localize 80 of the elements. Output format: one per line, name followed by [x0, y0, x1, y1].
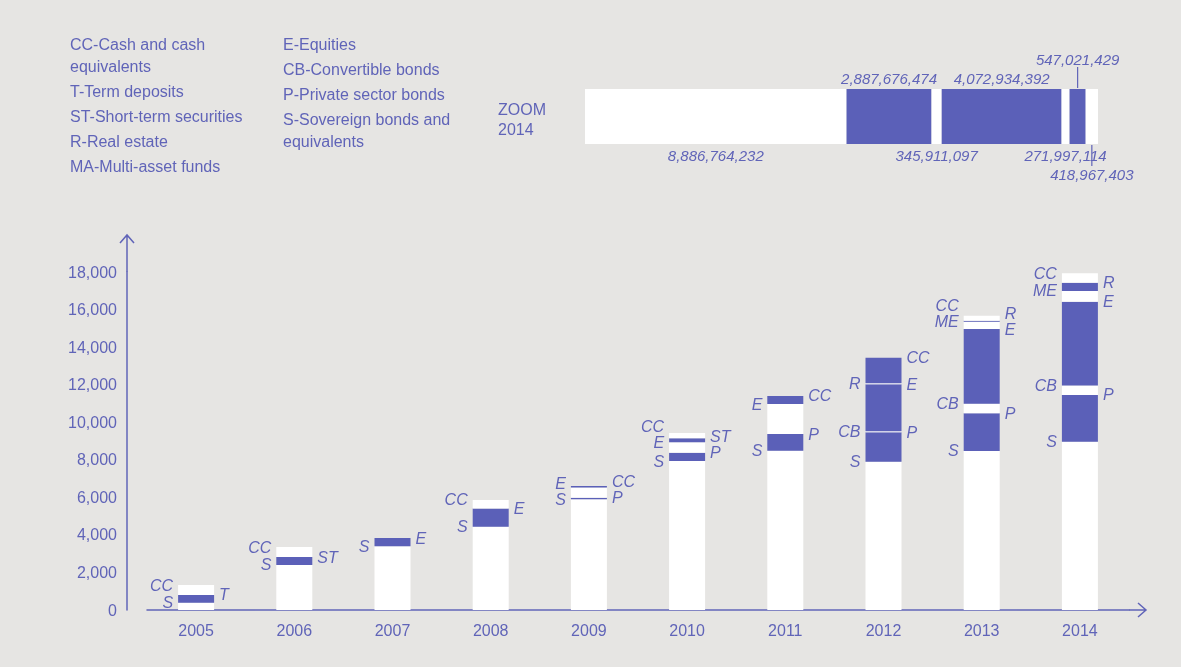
text: E [1102, 293, 1114, 311]
text: T-Term deposits [70, 82, 185, 102]
text: S [849, 453, 861, 471]
x-tick-label: 2009 [571, 621, 607, 639]
text: S [653, 452, 665, 470]
x-tick-label: 2008 [472, 621, 509, 639]
y-tick-label: 10,000 [68, 413, 118, 431]
series-label: P [611, 489, 623, 507]
x-tick-label: 2014 [1062, 621, 1098, 639]
text: CC [935, 297, 959, 315]
series-label: CC [149, 576, 174, 594]
text: S [1046, 433, 1057, 451]
text: S-Sovereign bonds and equivalents [283, 110, 452, 152]
text: CB [936, 395, 959, 413]
series-label: CB [838, 422, 861, 440]
text: MA-Multi-asset funds [70, 157, 222, 177]
text: CC [611, 473, 636, 491]
text: E [555, 474, 566, 492]
x-tick-label: 2013 [963, 621, 1000, 639]
text: CB-Convertible bonds [283, 60, 441, 80]
data-label: 2,887,676,474 [840, 69, 937, 87]
text: E [906, 375, 918, 393]
text: CC [906, 349, 930, 367]
text: P [710, 444, 721, 462]
data-label: 547,021,429 [1035, 50, 1120, 68]
text: P [808, 425, 819, 443]
text: E [653, 433, 665, 451]
text: R-Real estate [70, 132, 169, 152]
x-tick-label: 2012 [865, 621, 902, 639]
text: CC [1033, 264, 1057, 282]
text: CC [640, 417, 665, 435]
text: E [513, 500, 525, 518]
y-tick-label: 0 [108, 601, 118, 619]
text: S [555, 490, 566, 508]
text: CC [444, 491, 468, 509]
text: E [1004, 320, 1016, 338]
data-label: 4,072,934,392 [953, 69, 1051, 87]
text: CC [248, 538, 272, 556]
text: R [1004, 304, 1017, 322]
y-tick-label: 16,000 [68, 301, 118, 319]
data-label: 418,967,403 [1050, 165, 1135, 183]
text: S [751, 442, 763, 460]
text: ST-Short-term securities [70, 107, 244, 127]
y-tick-label: 4,000 [76, 526, 118, 544]
x-tick-label: 2010 [669, 621, 705, 639]
text: P [1004, 404, 1016, 422]
text: E [751, 395, 763, 413]
text: CC-Cash and cash equivalents [70, 35, 207, 77]
x-tick-label: 2005 [178, 621, 214, 639]
series-label: S [162, 594, 174, 612]
text: CC [808, 387, 832, 405]
text: P [906, 423, 918, 441]
text: S [260, 556, 272, 574]
y-tick-label: 12,000 [68, 376, 118, 394]
text: ST [710, 428, 731, 446]
data-label: 8,886,764,232 [667, 146, 765, 164]
data-label: 345,911,097 [895, 146, 979, 164]
series-label: ST [317, 548, 339, 566]
y-tick-label: 2,000 [76, 563, 118, 581]
series-label: E [415, 529, 427, 547]
text: CB [1034, 377, 1057, 395]
text: R [1102, 274, 1115, 292]
y-tick-label: 14,000 [68, 338, 118, 356]
text: P-Private sector bonds [283, 85, 446, 105]
x-tick-label: 2006 [276, 621, 313, 639]
series-label: T [219, 586, 231, 604]
text: S [358, 537, 370, 555]
x-tick-label: 2011 [768, 621, 803, 639]
text: P [1102, 386, 1114, 404]
y-tick-label: 18,000 [68, 263, 118, 281]
series-label: R [848, 374, 861, 392]
series-label: ME [934, 313, 960, 331]
text: ME [1032, 282, 1057, 300]
text: E-Equities [283, 35, 357, 55]
y-tick-label: 8,000 [76, 451, 118, 469]
x-tick-label: 2007 [374, 621, 411, 639]
text: ZOOM 2014 [498, 100, 551, 138]
text: S [457, 518, 468, 536]
text: S [948, 442, 959, 460]
y-tick-label: 6,000 [76, 488, 118, 506]
